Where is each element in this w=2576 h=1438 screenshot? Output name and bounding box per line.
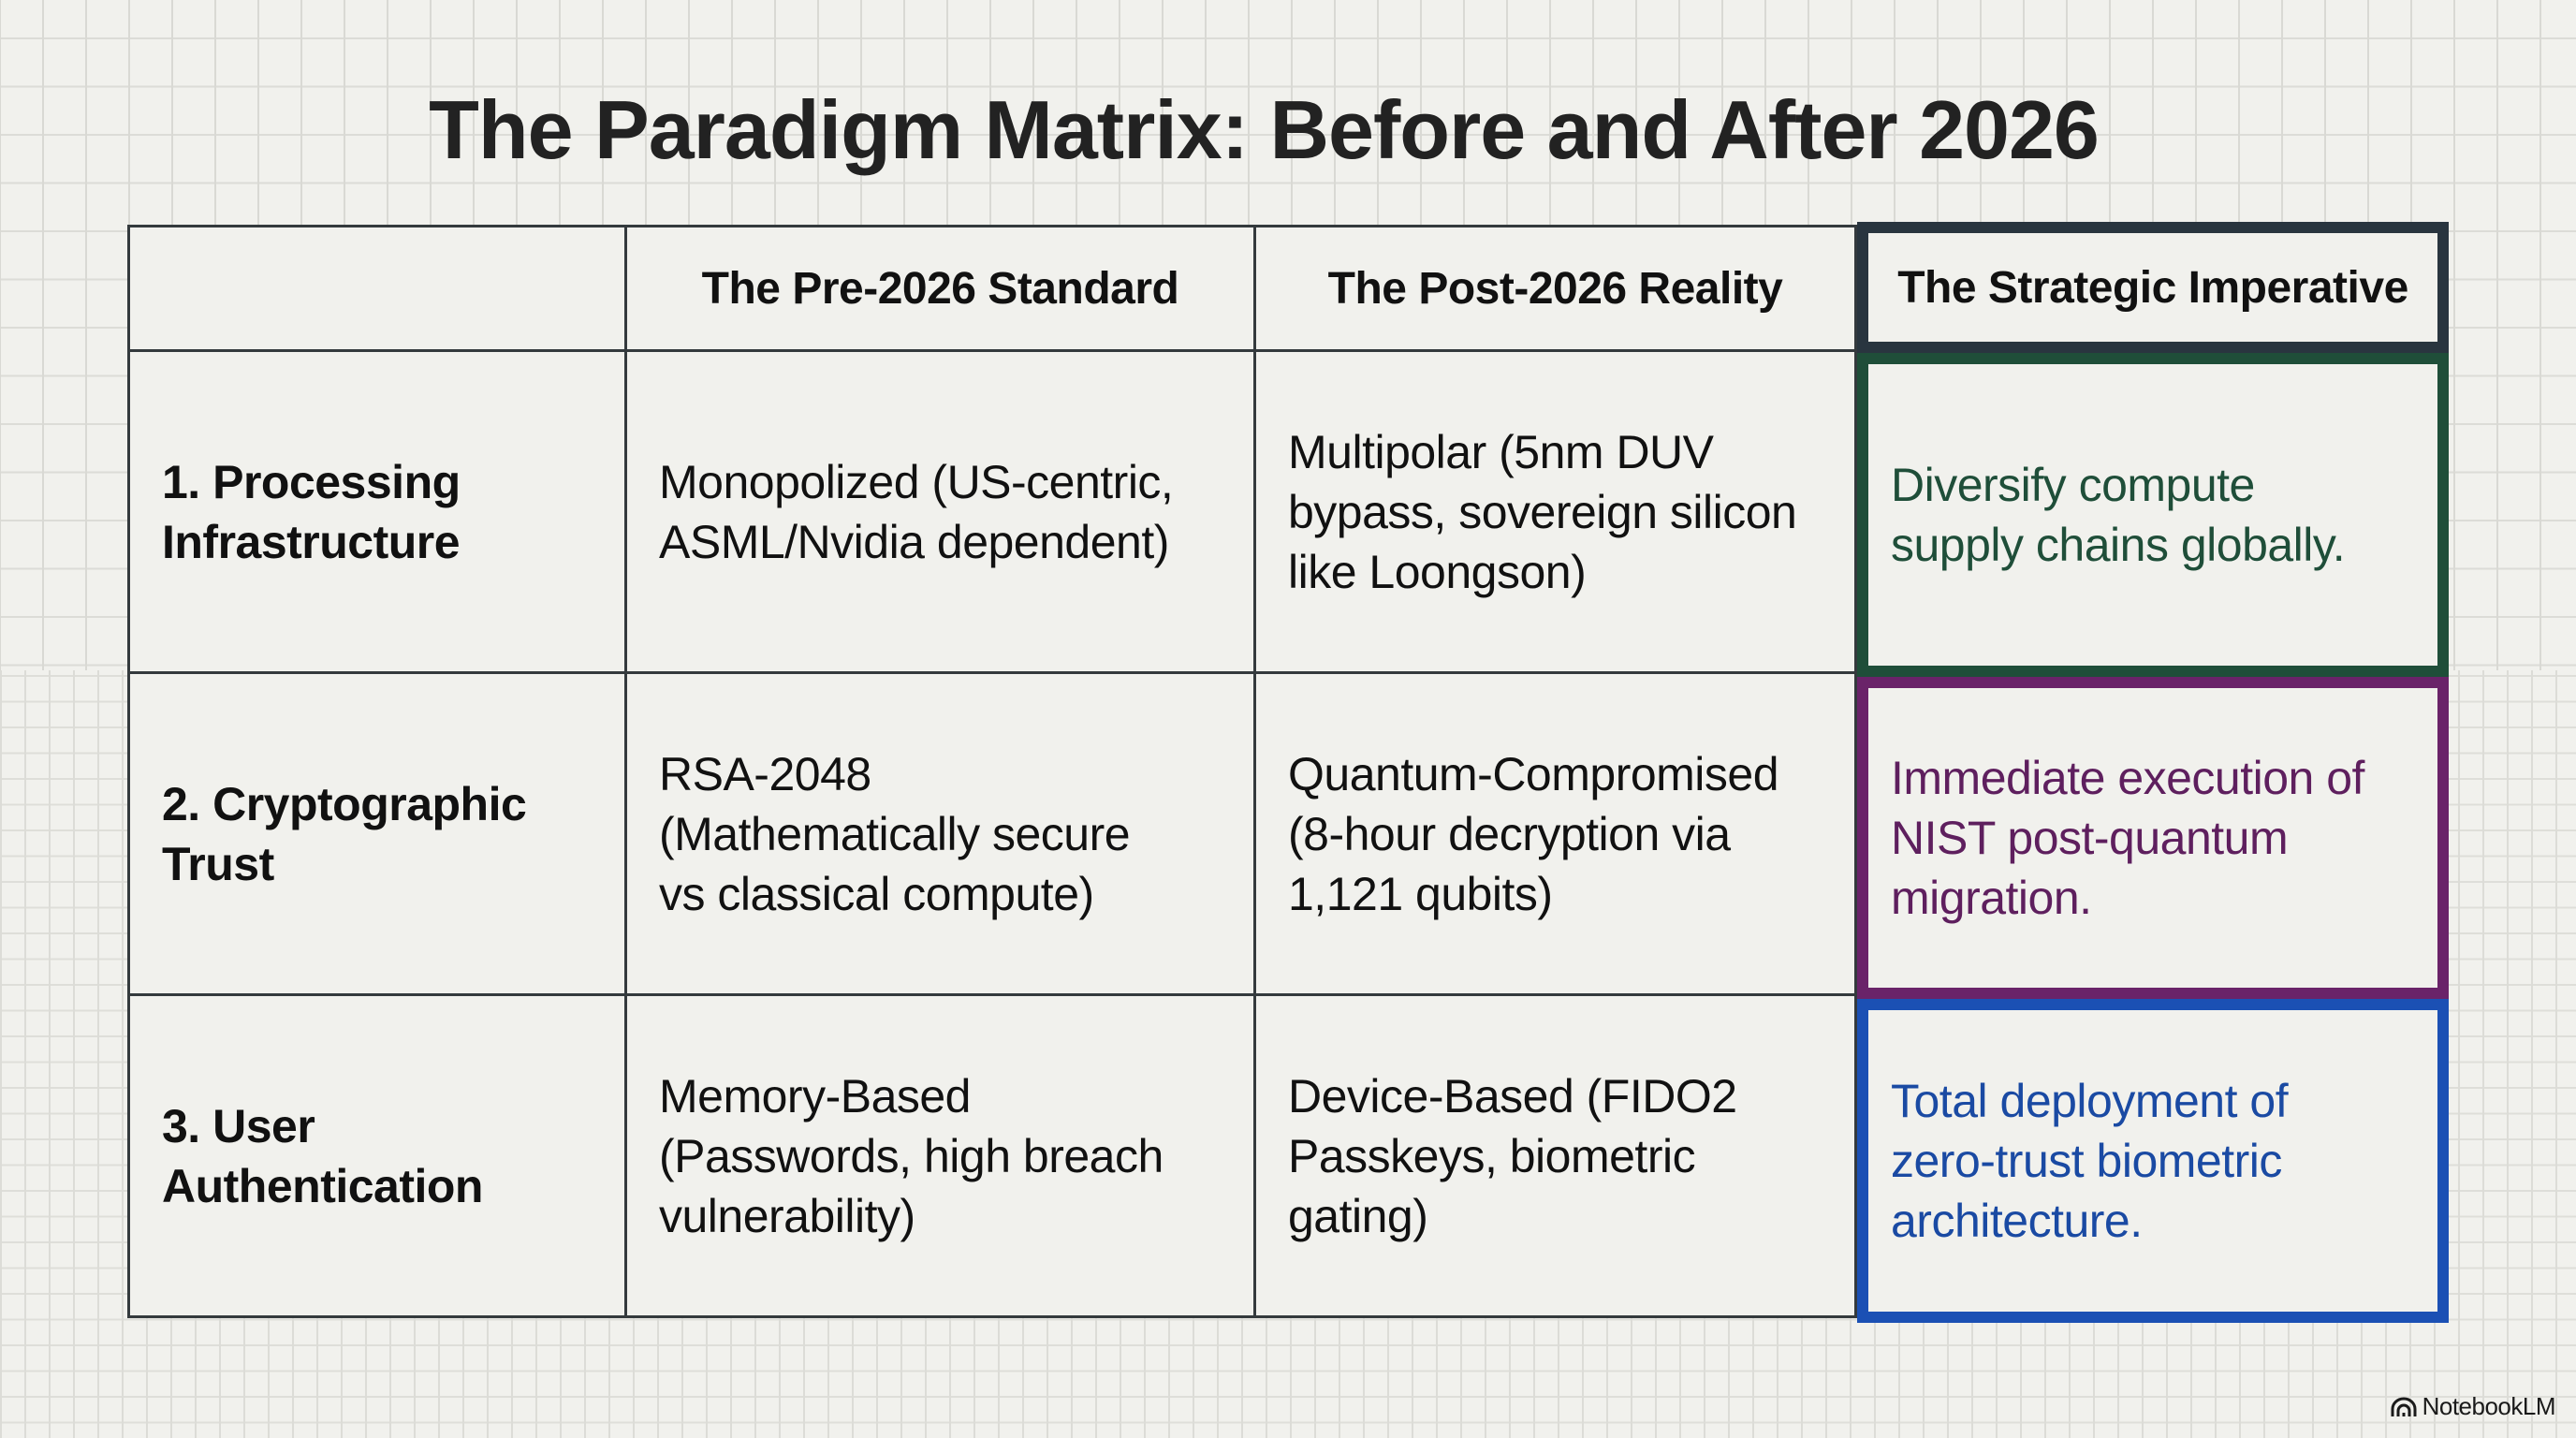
- row-label-cell-cryptographic: 2. Cryptographic Trust: [127, 674, 627, 996]
- header-label-pre-2026: The Pre-2026 Standard: [701, 263, 1179, 314]
- post-2026-text-cryptographic: Quantum-Compromised (8-hour decryption v…: [1288, 747, 1779, 920]
- notebooklm-logo-icon: [2391, 1397, 2417, 1417]
- header-label-post-2026: The Post-2026 Reality: [1327, 263, 1783, 314]
- pre-2026-text-cryptographic: RSA-2048 (Mathematically secure vs class…: [659, 747, 1131, 920]
- pre-2026-cell-processing: Monopolized (US-centric, ASML/Nvidia dep…: [627, 352, 1256, 674]
- row-label-authentication: 3. User Authentication: [162, 1099, 483, 1212]
- post-2026-cell-cryptographic: Quantum-Compromised (8-hour decryption v…: [1256, 674, 1857, 996]
- post-2026-text-processing: Multipolar (5nm DUV bypass, sovereign si…: [1288, 425, 1797, 598]
- header-cell-empty: [127, 225, 627, 352]
- row-label-cell-processing: 1. Processing Infrastructure: [127, 352, 627, 674]
- imperative-cell-authentication: Total deployment of zero-trust biometric…: [1857, 999, 2449, 1323]
- imperative-cell-cryptographic: Immediate execution of NIST post-quantum…: [1857, 677, 2449, 999]
- paradigm-matrix-table: The Pre-2026 Standard The Post-2026 Real…: [127, 222, 2449, 1323]
- header-label-strategic-imperative: The Strategic Imperative: [1897, 262, 2408, 313]
- pre-2026-text-authentication: Memory-Based (Passwords, high breach vul…: [659, 1069, 1164, 1242]
- imperative-cell-processing: Diversify compute supply chains globally…: [1857, 353, 2449, 677]
- header-cell-strategic-imperative: The Strategic Imperative: [1857, 222, 2449, 353]
- row-label-processing: 1. Processing Infrastructure: [162, 455, 461, 568]
- post-2026-cell-processing: Multipolar (5nm DUV bypass, sovereign si…: [1256, 352, 1857, 674]
- notebooklm-label: NotebookLM: [2422, 1392, 2556, 1420]
- post-2026-text-authentication: Device-Based (FIDO2 Passkeys, biometric …: [1288, 1069, 1737, 1242]
- header-cell-pre-2026: The Pre-2026 Standard: [627, 225, 1256, 352]
- imperative-text-processing: Diversify compute supply chains globally…: [1891, 459, 2346, 571]
- imperative-text-cryptographic: Immediate execution of NIST post-quantum…: [1891, 752, 2364, 924]
- header-cell-post-2026: The Post-2026 Reality: [1256, 225, 1857, 352]
- post-2026-cell-authentication: Device-Based (FIDO2 Passkeys, biometric …: [1256, 996, 1857, 1318]
- pre-2026-cell-cryptographic: RSA-2048 (Mathematically secure vs class…: [627, 674, 1256, 996]
- row-label-cryptographic: 2. Cryptographic Trust: [162, 777, 527, 890]
- pre-2026-cell-authentication: Memory-Based (Passwords, high breach vul…: [627, 996, 1256, 1318]
- slide-title: The Paradigm Matrix: Before and After 20…: [429, 83, 2100, 176]
- pre-2026-text-processing: Monopolized (US-centric, ASML/Nvidia dep…: [659, 455, 1174, 568]
- imperative-text-authentication: Total deployment of zero-trust biometric…: [1891, 1075, 2289, 1247]
- notebooklm-branding: NotebookLM: [2391, 1392, 2556, 1421]
- row-label-cell-authentication: 3. User Authentication: [127, 996, 627, 1318]
